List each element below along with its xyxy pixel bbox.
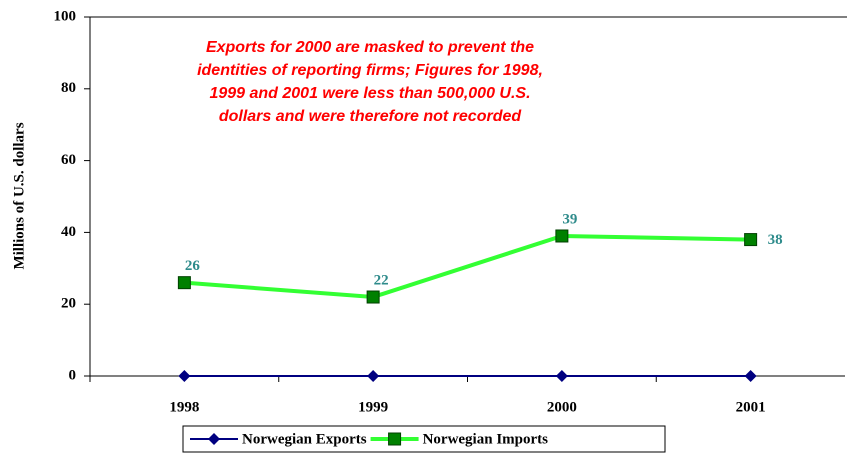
- data-label: 39: [562, 211, 577, 227]
- x-tick-label: 1998: [169, 399, 199, 415]
- annotation: identities of reporting firms; Figures f…: [197, 62, 543, 79]
- data-label: 38: [768, 232, 783, 248]
- annotation: dollars and were therefore not recorded: [219, 108, 523, 125]
- series-line: [184, 233, 751, 300]
- legend-box: [182, 425, 666, 453]
- y-tick-label: 40: [61, 224, 76, 240]
- data-label: 26: [185, 258, 201, 274]
- y-axis-label: Millions of U.S. dollars: [11, 122, 27, 269]
- y-tick-label: 100: [54, 8, 77, 24]
- marker: [366, 290, 380, 304]
- y-tick-label: 20: [61, 296, 76, 312]
- x-tick-label: 2001: [736, 399, 766, 415]
- marker: [178, 370, 191, 382]
- marker: [555, 229, 569, 243]
- y-tick-label: 0: [69, 367, 77, 383]
- marker: [177, 276, 191, 290]
- annotation: 1999 and 2001 were less than 500,000 U.S…: [209, 85, 530, 102]
- data-label: 22: [374, 272, 389, 288]
- x-tick-label: 2000: [547, 399, 577, 415]
- x-tick-label: 1999: [358, 399, 388, 415]
- marker: [388, 432, 402, 446]
- marker: [367, 370, 380, 382]
- y-tick-label: 80: [61, 80, 76, 96]
- marker: [555, 370, 568, 382]
- marker: [744, 370, 757, 382]
- marker: [744, 233, 758, 247]
- annotation: Exports for 2000 are masked to prevent t…: [206, 39, 534, 56]
- y-tick-label: 60: [61, 152, 76, 168]
- legend-label: Norwegian Exports: [242, 431, 367, 447]
- marker: [208, 433, 220, 445]
- legend-label: Norwegian Imports: [423, 431, 549, 447]
